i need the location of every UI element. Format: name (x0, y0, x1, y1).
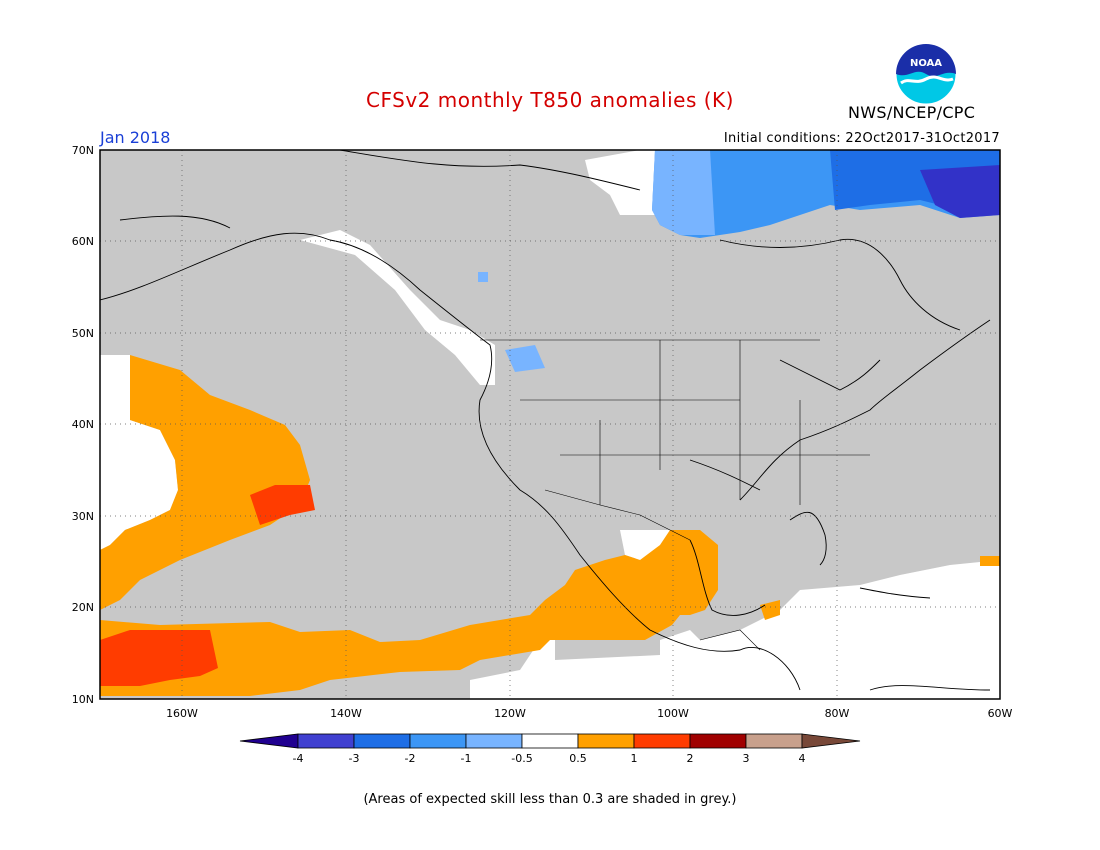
lat-tick-label: 10N (72, 693, 94, 706)
colorbar-swatch (689, 733, 747, 749)
noaa-logo: NOAA (895, 43, 957, 109)
negative-anomaly-bc (478, 272, 488, 282)
coastlines (100, 150, 991, 691)
positive-anomaly-pacific-north (100, 355, 310, 610)
colorbar-swatch (521, 733, 579, 749)
colorbar-swatch (577, 733, 635, 749)
neutral-region-south (470, 560, 1000, 699)
colorbar-min-arrow (239, 733, 299, 749)
strong-negative-anomaly-arctic (920, 165, 1000, 218)
strong-anomaly-pacific-south (100, 630, 218, 686)
lon-tick-label: 80W (825, 707, 850, 720)
lon-tick-label: 120W (494, 707, 526, 720)
colorbar-label: 0.5 (569, 752, 587, 765)
colorbar-label: 1 (631, 752, 638, 765)
lon-tick-label: 100W (657, 707, 689, 720)
initial-conditions-label: Initial conditions: 22Oct2017-31Oct2017 (723, 131, 1000, 146)
colorbar: -4 -3 -2 -1 -0.5 0.5 1 2 3 4 (239, 733, 861, 765)
lat-tick-label: 60N (72, 235, 94, 248)
lat-tick-label: 30N (72, 510, 94, 523)
political-borders (480, 339, 870, 651)
colorbar-swatch (633, 733, 691, 749)
anomaly-map: 70N 60N 50N 40N 30N 20N 10N 160W 140W 12… (72, 144, 1013, 765)
colorbar-swatch (353, 733, 411, 749)
colorbar-swatch (409, 733, 467, 749)
colorbar-swatch (297, 733, 355, 749)
strong-anomaly-pacific-north (250, 485, 315, 525)
latitude-axis: 70N 60N 50N 40N 30N 20N 10N (72, 144, 94, 706)
colorbar-max-arrow (801, 733, 861, 749)
positive-anomaly-atlantic (980, 556, 1000, 566)
neutral-region-alaska-coast (300, 230, 495, 385)
lat-tick-label: 40N (72, 418, 94, 431)
positive-anomaly-pacific-south (100, 530, 718, 696)
skill-note: (Areas of expected skill less than 0.3 a… (363, 792, 737, 807)
neutral-region-west (100, 355, 178, 550)
lon-tick-label: 140W (330, 707, 362, 720)
colorbar-swatch (465, 733, 523, 749)
lat-tick-label: 70N (72, 144, 94, 157)
colorbar-label: -3 (349, 752, 360, 765)
colorbar-label: -2 (405, 752, 416, 765)
weak-negative-anomaly-arctic (652, 150, 715, 235)
colorbar-label: -4 (293, 752, 304, 765)
lat-tick-label: 20N (72, 601, 94, 614)
neutral-region-arctic (585, 150, 660, 215)
colorbar-swatch (745, 733, 803, 749)
graticule (100, 150, 1000, 699)
colorbar-label: 4 (799, 752, 806, 765)
map-field (100, 150, 1000, 699)
negative-anomaly-rockies (505, 345, 545, 372)
colorbar-label: -1 (461, 752, 472, 765)
agency-label: NWS/NCEP/CPC (848, 103, 976, 122)
longitude-axis: 160W 140W 120W 100W 80W 60W (166, 707, 1012, 720)
lon-tick-label: 60W (988, 707, 1013, 720)
forecast-period: Jan 2018 (100, 128, 171, 147)
map-frame (99, 149, 1001, 700)
colorbar-label: 3 (743, 752, 750, 765)
lon-tick-label: 160W (166, 707, 198, 720)
colorbar-label: -0.5 (511, 752, 532, 765)
colorbar-label: 2 (687, 752, 694, 765)
lat-tick-label: 50N (72, 327, 94, 340)
chart-title: CFSv2 monthly T850 anomalies (K) (366, 88, 734, 112)
noaa-logo-text: NOAA (910, 58, 942, 69)
